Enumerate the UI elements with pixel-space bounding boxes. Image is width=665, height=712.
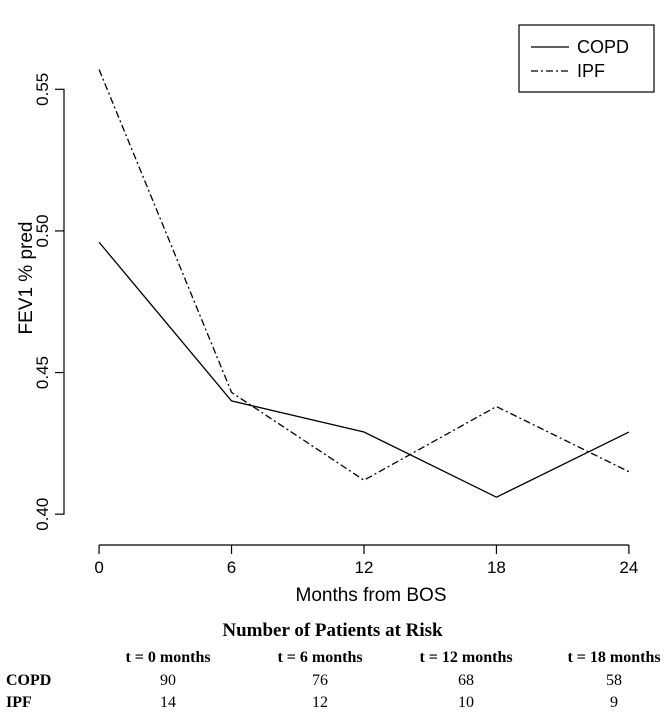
risk-table-header: t = 12 months — [419, 649, 513, 666]
risk-table-row-label: IPF — [6, 694, 32, 711]
risk-table-cell: 12 — [312, 694, 328, 711]
risk-table-title: Number of Patients at Risk — [222, 620, 443, 641]
risk-table-row-label: COPD — [6, 672, 52, 689]
x-tick-label: 6 — [227, 558, 236, 577]
series-line-copd — [98, 241, 630, 498]
risk-table-cell: 9 — [610, 694, 618, 711]
y-tick-label: 0.45 — [33, 356, 52, 389]
risk-table-header: t = 18 months — [567, 649, 661, 666]
legend: COPD IPF — [518, 24, 655, 93]
series-lines — [98, 69, 630, 498]
x-tick-label: 12 — [355, 558, 374, 577]
risk-table-cell: 58 — [606, 672, 622, 689]
x-tick-label: 18 — [487, 558, 506, 577]
y-tick-label: 0.40 — [33, 498, 52, 531]
risk-table-cell: 68 — [458, 672, 474, 689]
risk-table-cell: 10 — [458, 694, 474, 711]
risk-table-cell: 76 — [312, 672, 328, 689]
risk-table-cell: 14 — [160, 694, 176, 711]
risk-table-header: t = 6 months — [277, 649, 363, 666]
x-tick-label: 24 — [619, 558, 638, 577]
legend-label-ipf: IPF — [577, 61, 605, 81]
y-tick-label: 0.55 — [33, 73, 52, 106]
series-line-ipf — [98, 69, 630, 481]
risk-table-header: t = 0 months — [125, 649, 211, 666]
tick-labels: 0.40 0.45 0.50 0.55 0 6 12 18 24 — [33, 73, 638, 577]
y-axis-label: FEV1 % pred — [16, 222, 37, 335]
risk-table-cell: 90 — [160, 672, 176, 689]
y-tick-label: 0.50 — [33, 214, 52, 247]
line-chart: 0.40 0.45 0.50 0.55 0 6 12 18 24 Months from BOS… — [16, 24, 655, 606]
legend-box — [518, 24, 655, 93]
x-axis-label: Months from BOS — [296, 585, 447, 606]
x-tick-label: 0 — [94, 558, 103, 577]
axes — [55, 88, 630, 554]
legend-label-copd: COPD — [577, 37, 629, 57]
